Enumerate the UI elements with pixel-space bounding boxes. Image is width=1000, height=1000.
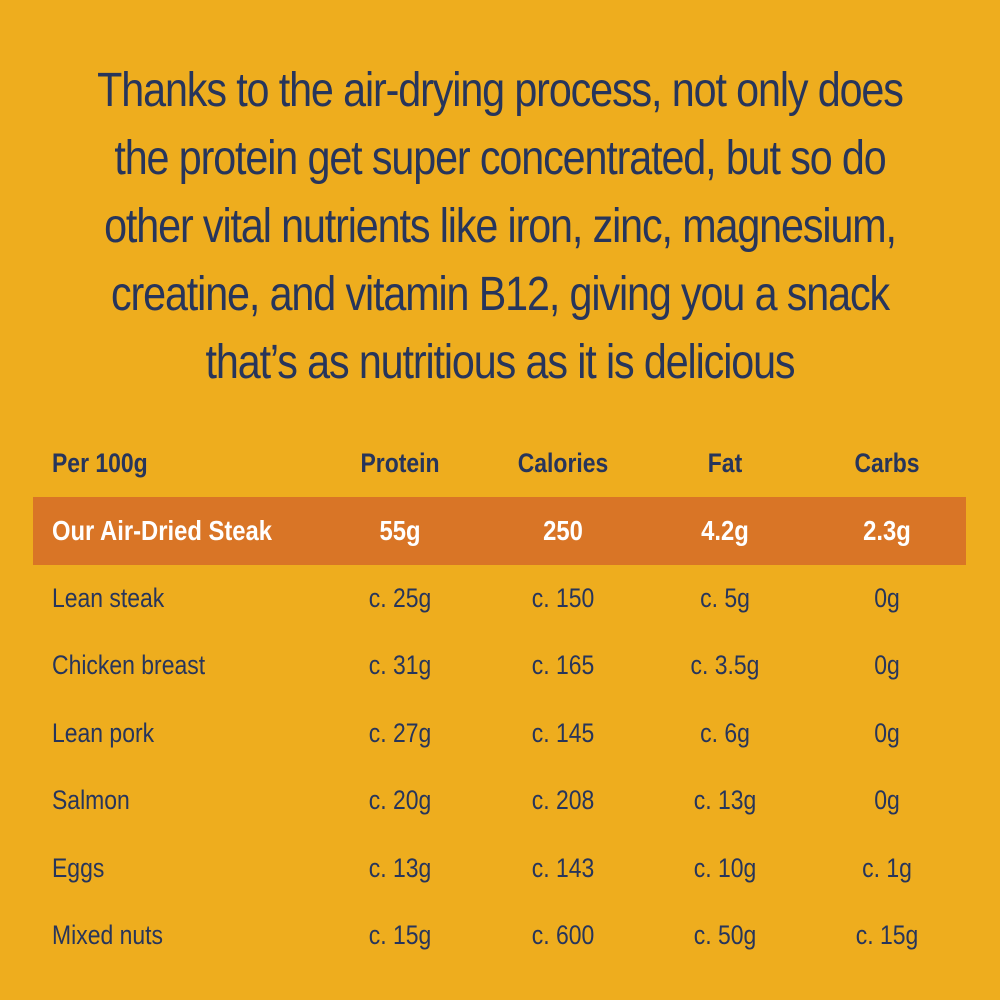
header-protein: Protein: [360, 448, 440, 478]
carbs-value: c. 1g: [862, 852, 912, 883]
product-name: Our Air-Dried Steak: [52, 514, 272, 546]
headline-line-4: creatine, and vitamin B12, giving you a …: [110, 268, 890, 321]
carbs-value: 0g: [874, 650, 900, 681]
headline: Thanks to the air-drying process, not on…: [40, 57, 960, 397]
fat-value: c. 13g: [693, 785, 757, 816]
headline-line-3: other vital nutrients like iron, zinc, m…: [104, 200, 897, 253]
table-header-row: Per 100g Protein Calories Fat Carbs: [33, 430, 966, 497]
table-row: Chicken breast c. 31g c. 165 c. 3.5g 0g: [33, 632, 966, 700]
protein-value: c. 25g: [368, 582, 432, 613]
header-fat: Fat: [707, 448, 743, 478]
carbs-value: 0g: [874, 717, 900, 748]
calories-value: c. 600: [531, 920, 595, 951]
food-name: Mixed nuts: [52, 920, 163, 951]
protein-value: c. 27g: [368, 717, 432, 748]
fat-value: c. 10g: [693, 852, 757, 883]
product-carbs: 2.3g: [863, 514, 911, 546]
calories-value: c. 150: [531, 582, 595, 613]
calories-value: c. 143: [531, 852, 595, 883]
carbs-value: 0g: [874, 785, 900, 816]
headline-line-1: Thanks to the air-drying process, not on…: [97, 64, 904, 117]
food-name: Lean steak: [52, 582, 165, 613]
food-name: Salmon: [52, 785, 130, 816]
carbs-value: c. 15g: [855, 920, 919, 951]
table-row: Mixed nuts c. 15g c. 600 c. 50g c. 15g: [33, 902, 966, 970]
food-name: Eggs: [52, 852, 105, 883]
header-calories: Calories: [517, 448, 609, 478]
highlighted-product-row: Our Air-Dried Steak 55g 250 4.2g 2.3g: [33, 497, 966, 565]
table-row: Lean steak c. 25g c. 150 c. 5g 0g: [33, 565, 966, 633]
fat-value: c. 3.5g: [690, 650, 760, 681]
fat-value: c. 50g: [693, 920, 757, 951]
protein-value: c. 20g: [368, 785, 432, 816]
protein-value: c. 31g: [368, 650, 432, 681]
product-fat: 4.2g: [701, 514, 749, 546]
protein-value: c. 13g: [368, 852, 432, 883]
calories-value: c. 145: [531, 717, 595, 748]
food-name: Lean pork: [52, 717, 155, 748]
table-row: Salmon c. 20g c. 208 c. 13g 0g: [33, 767, 966, 835]
header-per-100g: Per 100g: [52, 448, 148, 478]
nutrition-comparison-table: Per 100g Protein Calories Fat Carbs Our …: [33, 430, 966, 970]
header-carbs: Carbs: [854, 448, 920, 478]
calories-value: c. 208: [531, 785, 595, 816]
food-name: Chicken breast: [52, 650, 206, 681]
fat-value: c. 5g: [700, 582, 750, 613]
fat-value: c. 6g: [700, 717, 750, 748]
table-row: Eggs c. 13g c. 143 c. 10g c. 1g: [33, 835, 966, 903]
carbs-value: 0g: [874, 582, 900, 613]
product-protein: 55g: [379, 514, 421, 546]
table-row: Lean pork c. 27g c. 145 c. 6g 0g: [33, 700, 966, 768]
product-calories: 250: [543, 514, 583, 546]
headline-line-2: the protein get super concentrated, but …: [114, 132, 886, 185]
protein-value: c. 15g: [368, 920, 432, 951]
headline-line-5: that’s as nutritious as it is delicious: [205, 336, 796, 389]
calories-value: c. 165: [531, 650, 595, 681]
